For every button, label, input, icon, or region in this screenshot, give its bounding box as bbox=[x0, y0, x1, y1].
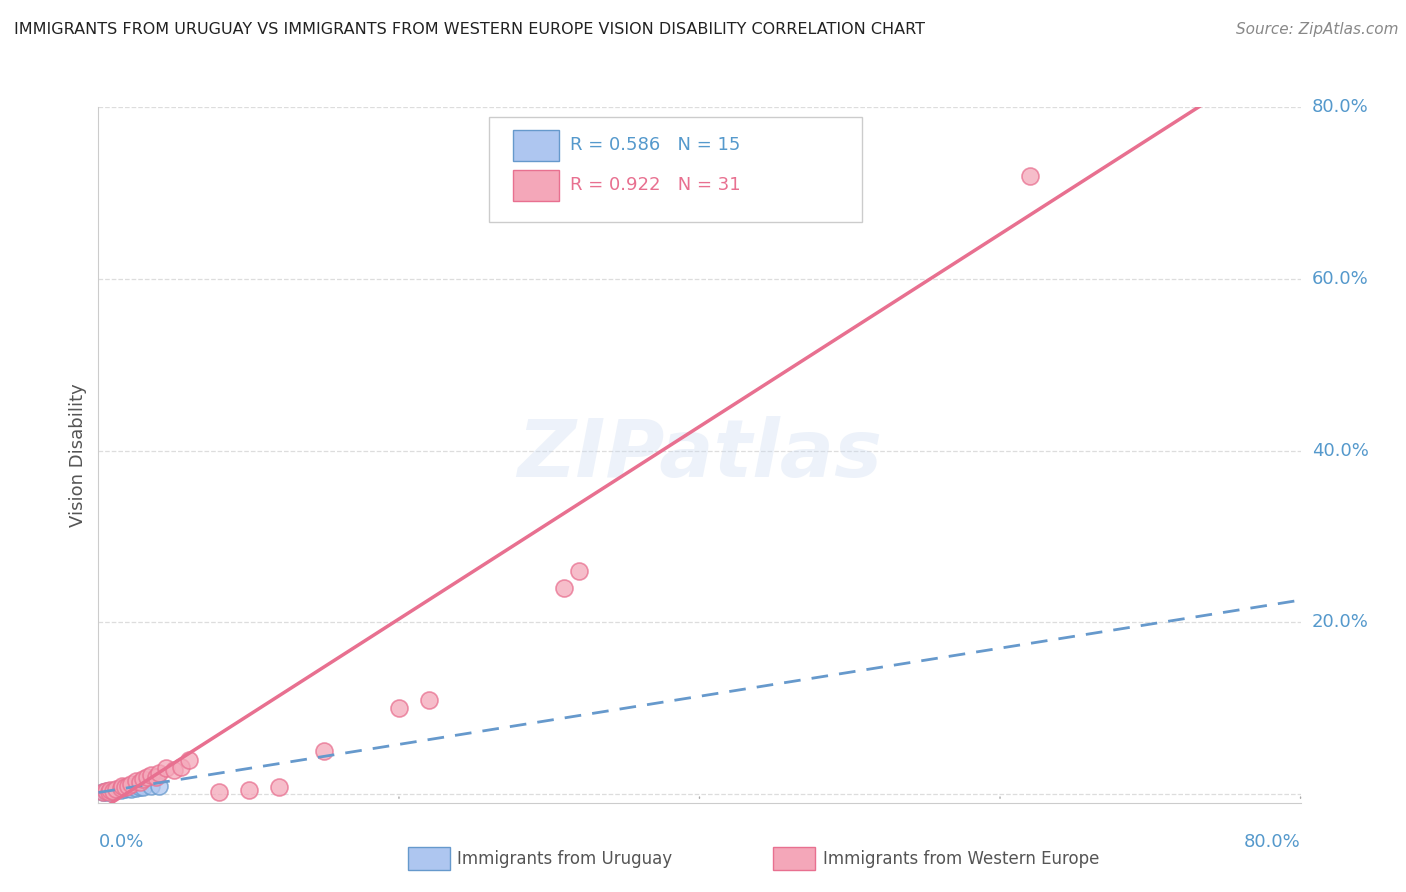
Text: 80.0%: 80.0% bbox=[1312, 98, 1368, 116]
Point bbox=[177, 753, 200, 767]
Point bbox=[121, 777, 143, 791]
Point bbox=[100, 784, 122, 798]
Text: 40.0%: 40.0% bbox=[1312, 442, 1368, 459]
Point bbox=[94, 784, 117, 798]
Text: R = 0.586   N = 15: R = 0.586 N = 15 bbox=[569, 136, 740, 154]
FancyBboxPatch shape bbox=[513, 169, 558, 201]
Point bbox=[125, 774, 148, 789]
Point bbox=[103, 784, 125, 798]
Point bbox=[148, 765, 170, 780]
Point bbox=[91, 785, 114, 799]
Point bbox=[568, 564, 591, 578]
Point bbox=[105, 782, 128, 797]
Text: Immigrants from Western Europe: Immigrants from Western Europe bbox=[823, 850, 1099, 868]
Point bbox=[418, 692, 440, 706]
Text: 0.0%: 0.0% bbox=[98, 833, 143, 851]
Text: 80.0%: 80.0% bbox=[1244, 833, 1301, 851]
Point bbox=[129, 775, 152, 789]
Point bbox=[238, 783, 260, 797]
Point bbox=[139, 768, 162, 782]
Point bbox=[132, 772, 155, 786]
Point bbox=[312, 744, 335, 758]
Point bbox=[111, 779, 134, 793]
Point bbox=[125, 781, 148, 796]
Point bbox=[139, 780, 162, 794]
Point bbox=[162, 763, 184, 777]
Text: 60.0%: 60.0% bbox=[1312, 270, 1368, 288]
FancyBboxPatch shape bbox=[489, 118, 862, 222]
Point bbox=[96, 784, 118, 798]
Point bbox=[121, 782, 143, 797]
Point bbox=[114, 780, 136, 795]
Point bbox=[132, 780, 155, 795]
Point bbox=[91, 785, 114, 799]
Text: Immigrants from Uruguay: Immigrants from Uruguay bbox=[457, 850, 672, 868]
Point bbox=[148, 779, 170, 793]
Point bbox=[94, 784, 117, 798]
FancyBboxPatch shape bbox=[513, 130, 558, 161]
Point bbox=[267, 780, 290, 795]
Point bbox=[553, 581, 575, 595]
Y-axis label: Vision Disability: Vision Disability bbox=[69, 383, 87, 527]
Point bbox=[100, 783, 122, 797]
Point bbox=[103, 784, 125, 798]
Point bbox=[129, 780, 152, 795]
Point bbox=[117, 779, 139, 793]
Text: Source: ZipAtlas.com: Source: ZipAtlas.com bbox=[1236, 22, 1399, 37]
Point bbox=[170, 760, 193, 774]
Text: 20.0%: 20.0% bbox=[1312, 614, 1368, 632]
Point bbox=[114, 782, 136, 797]
Point bbox=[208, 784, 231, 798]
Point bbox=[135, 770, 157, 784]
Point bbox=[145, 770, 167, 784]
Point bbox=[117, 781, 139, 796]
Point bbox=[1019, 169, 1042, 183]
Text: IMMIGRANTS FROM URUGUAY VS IMMIGRANTS FROM WESTERN EUROPE VISION DISABILITY CORR: IMMIGRANTS FROM URUGUAY VS IMMIGRANTS FR… bbox=[14, 22, 925, 37]
Point bbox=[155, 761, 177, 775]
Point bbox=[110, 781, 132, 796]
Point bbox=[388, 701, 411, 715]
Point bbox=[110, 783, 132, 797]
Text: R = 0.922   N = 31: R = 0.922 N = 31 bbox=[569, 176, 741, 194]
Point bbox=[97, 784, 120, 798]
Point bbox=[105, 783, 128, 797]
Text: ZIPatlas: ZIPatlas bbox=[517, 416, 882, 494]
